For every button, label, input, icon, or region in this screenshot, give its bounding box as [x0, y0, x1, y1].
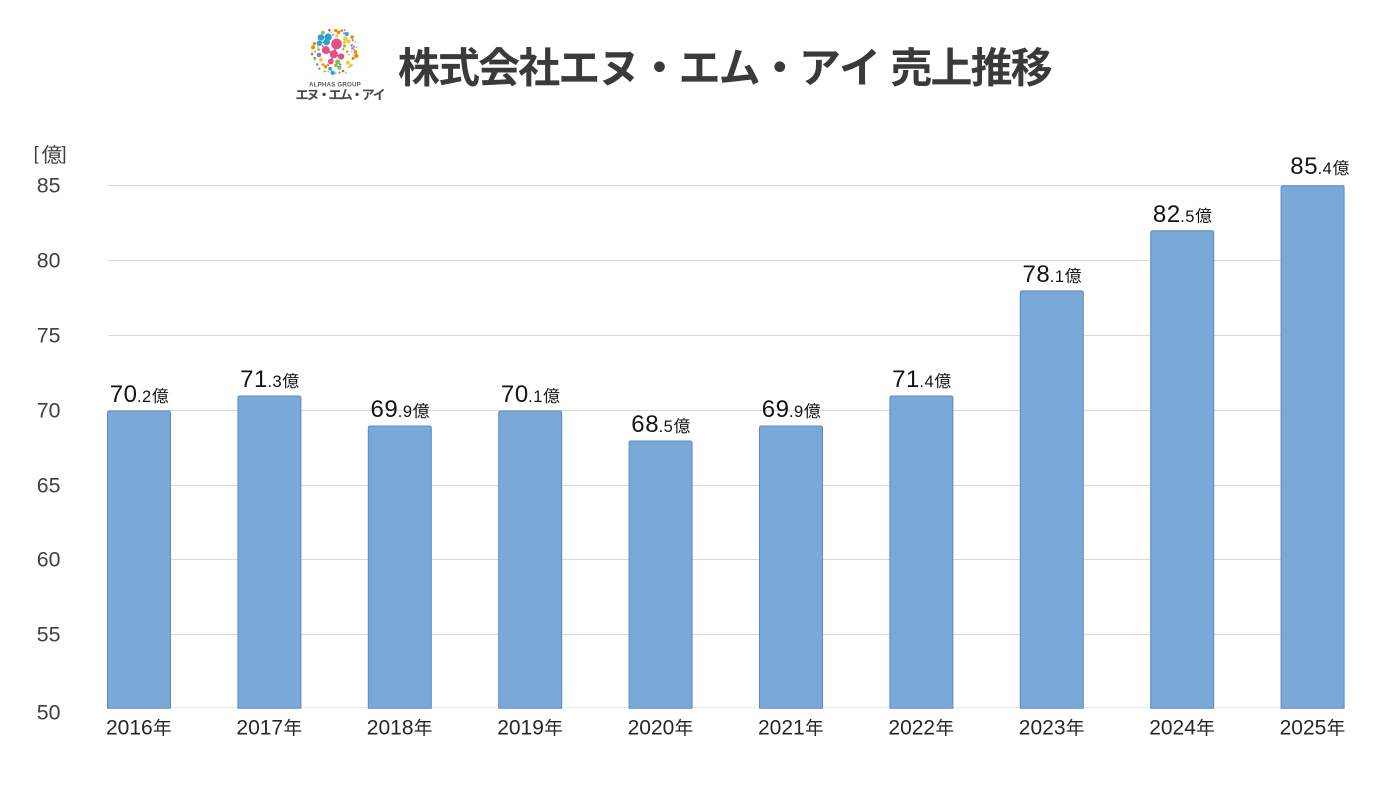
svg-text:2019: 2019: [497, 717, 544, 740]
svg-text:2016: 2016: [106, 717, 153, 740]
svg-text:.3: .3: [267, 373, 282, 391]
svg-text:.4: .4: [919, 373, 934, 391]
svg-text:.4: .4: [1318, 160, 1333, 178]
svg-text:.9: .9: [398, 403, 413, 421]
svg-text:65: 65: [37, 474, 61, 498]
svg-text:80: 80: [37, 249, 61, 273]
svg-text:.9: .9: [789, 403, 804, 421]
svg-text:75: 75: [37, 324, 61, 348]
svg-text:2018: 2018: [367, 717, 414, 740]
svg-text:71: 71: [892, 366, 920, 393]
svg-text:]: ]: [61, 143, 66, 164]
svg-text:69: 69: [762, 396, 790, 423]
svg-text:[: [: [34, 143, 39, 164]
svg-text:2017: 2017: [236, 717, 283, 740]
svg-text:2021: 2021: [758, 717, 805, 740]
svg-text:85: 85: [1290, 153, 1318, 180]
svg-text:.5: .5: [659, 418, 674, 436]
svg-text:82: 82: [1153, 201, 1181, 228]
svg-text:69: 69: [370, 396, 398, 423]
svg-text:ALPHAS GROUP: ALPHAS GROUP: [309, 81, 361, 88]
svg-text:.5: .5: [1180, 208, 1195, 226]
svg-text:70: 70: [37, 399, 61, 423]
svg-text:71: 71: [240, 366, 268, 393]
svg-text:60: 60: [37, 548, 61, 572]
svg-text:2024: 2024: [1149, 717, 1196, 740]
svg-text:78: 78: [1022, 261, 1050, 288]
svg-text:85: 85: [37, 174, 61, 198]
svg-text:2023: 2023: [1019, 717, 1066, 740]
svg-text:.1: .1: [528, 388, 543, 406]
svg-text:55: 55: [37, 623, 61, 647]
svg-text:70: 70: [501, 381, 529, 408]
svg-text:.1: .1: [1050, 268, 1065, 286]
svg-text:2020: 2020: [628, 717, 675, 740]
svg-text:70: 70: [110, 381, 138, 408]
svg-text:68: 68: [631, 411, 659, 438]
svg-text:50: 50: [37, 700, 61, 724]
svg-text:2025: 2025: [1280, 717, 1327, 740]
svg-text:2022: 2022: [888, 717, 935, 740]
svg-text:.2: .2: [137, 388, 152, 406]
